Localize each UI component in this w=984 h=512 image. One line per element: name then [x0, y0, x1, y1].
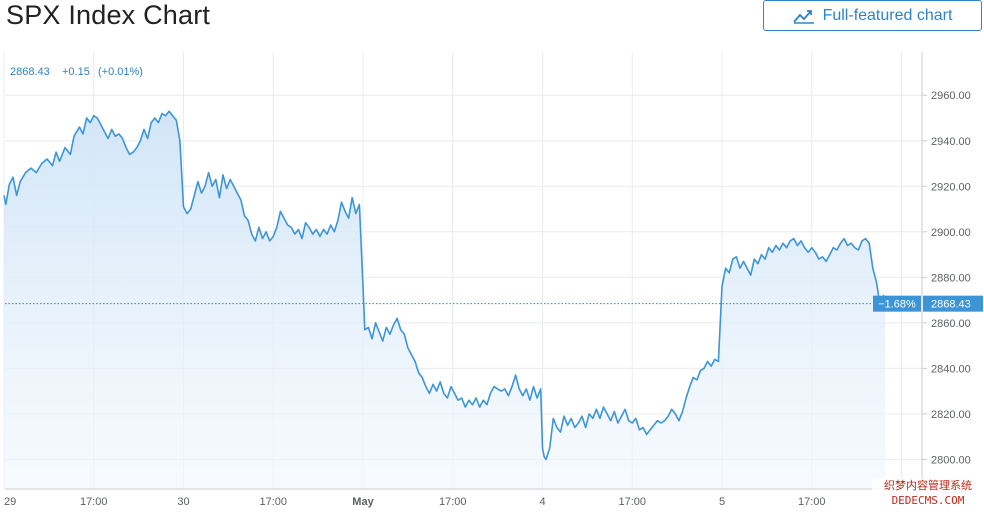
x-tick-label: May	[352, 496, 374, 508]
legend-change-pct: (+0.01%)	[98, 66, 143, 78]
full-featured-chart-button[interactable]: Full-featured chart	[763, 0, 982, 31]
y-tick-label: 2920.00	[931, 181, 971, 193]
legend-change: +0.15	[62, 66, 90, 78]
price-chart[interactable]: 2800.00 2820.00 2840.00 2860.00 2880.00 2900.…	[0, 52, 984, 512]
pct-change-badge	[873, 295, 921, 312]
x-tick-label: 17:00	[259, 496, 287, 508]
x-tick-label: 29	[4, 496, 16, 508]
price-line	[3, 110, 887, 461]
y-tick-label: 2900.00	[931, 227, 971, 239]
x-tick-label: 5	[719, 496, 725, 508]
y-tick-label: 2960.00	[931, 90, 971, 102]
labels: −1.68% 2868.43	[5, 295, 983, 312]
y-tick-label: 2800.00	[931, 454, 971, 466]
last-price-badge	[923, 295, 983, 312]
price-area	[3, 110, 887, 489]
price-area-fill	[4, 111, 886, 489]
page-title: SPX Index Chart	[6, 0, 211, 30]
chart-line-icon	[792, 9, 814, 24]
watermark-line1: 织梦内容管理系统	[884, 479, 972, 492]
watermark: 织梦内容管理系统 DEDECMS.COM	[872, 478, 984, 512]
x-tick-label: 17:00	[439, 496, 467, 508]
x-tick-label: 17:00	[80, 496, 108, 508]
watermark-line2: DEDECMS.COM	[891, 494, 965, 507]
x-tick-label: 17:00	[618, 496, 646, 508]
x-tick-label: 30	[177, 496, 189, 508]
y-tick-label: 2840.00	[931, 363, 971, 375]
last-price-label: 2868.43	[931, 299, 971, 311]
y-tick-label: 2820.00	[931, 409, 971, 421]
pct-change-label: −1.68%	[878, 299, 916, 311]
chart-area[interactable]: 2800.00 2820.00 2840.00 2860.00 2880.00 2900.…	[0, 52, 984, 512]
y-tick-label: 2940.00	[931, 136, 971, 148]
x-tick-label: 4	[539, 496, 545, 508]
full-featured-chart-label: Full-featured chart	[822, 6, 953, 24]
y-tick-label: 2860.00	[931, 318, 971, 330]
x-tick-label: 17:00	[798, 496, 826, 508]
legend-price: 2868.43	[10, 66, 50, 78]
y-tick-label: 2880.00	[931, 272, 971, 284]
